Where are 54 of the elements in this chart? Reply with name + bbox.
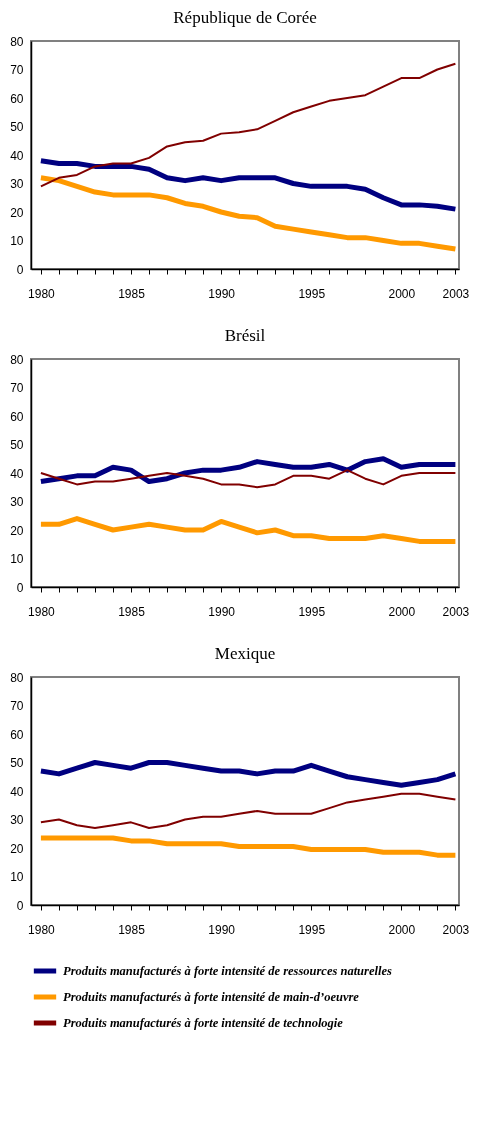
x-tick-label: 2000 [388, 604, 416, 619]
x-tick-label: 2003 [442, 286, 470, 301]
y-tick-label: 10 [10, 552, 24, 566]
y-tick-label: 70 [10, 63, 24, 77]
y-tick-label: 60 [10, 727, 24, 742]
y-tick-label: 10 [10, 234, 24, 248]
y-tick-label: 80 [10, 670, 24, 685]
x-tick-label: 2000 [388, 286, 416, 301]
y-tick-label: 0 [16, 580, 24, 595]
y-tick-label: 0 [16, 262, 24, 277]
y-tick-label: 20 [10, 205, 24, 220]
y-tick-label: 30 [10, 495, 24, 509]
line-series [39, 62, 457, 188]
y-tick-label: 30 [10, 177, 24, 191]
x-tick-label: 1980 [28, 286, 56, 301]
y-tick-label: 20 [10, 523, 24, 538]
y-tick-label: 40 [10, 466, 24, 481]
x-tick-label: 2003 [442, 922, 470, 937]
y-tick-label: 50 [10, 120, 24, 134]
chart-title: Brésil [224, 326, 266, 345]
x-tick-label: 1995 [298, 922, 326, 937]
y-tick-label: 50 [10, 438, 24, 452]
y-tick-label: 40 [10, 784, 24, 799]
y-tick-label: 50 [10, 756, 24, 770]
legend-label: Produits manufacturés à forte intensité de main-d’oeuvre [63, 990, 360, 1004]
y-tick-label: 70 [10, 699, 24, 713]
y-tick-label: 80 [10, 34, 24, 49]
y-tick-label: 60 [10, 409, 24, 424]
line-series [39, 469, 457, 489]
x-tick-label: 1985 [118, 286, 146, 301]
legend-label: Produits manufacturés à forte intensité de technologie [63, 1016, 344, 1030]
x-tick-label: 1980 [28, 604, 56, 619]
x-tick-label: 1990 [208, 604, 236, 619]
y-tick-label: 30 [10, 813, 24, 827]
x-tick-label: 1990 [208, 922, 236, 937]
x-tick-label: 1995 [298, 604, 326, 619]
x-tick-label: 1995 [298, 286, 326, 301]
x-tick-label: 1985 [118, 604, 146, 619]
x-tick-label: 2003 [442, 604, 470, 619]
y-tick-label: 0 [16, 898, 24, 913]
chart-title: République de Corée [173, 8, 317, 27]
y-tick-label: 70 [10, 381, 24, 395]
y-tick-label: 80 [10, 352, 24, 367]
y-tick-label: 20 [10, 841, 24, 856]
x-tick-label: 1990 [208, 286, 236, 301]
chart-title: Mexique [214, 644, 276, 663]
line-series [39, 792, 457, 830]
y-tick-label: 10 [10, 870, 24, 884]
x-tick-label: 1985 [118, 922, 146, 937]
y-tick-label: 60 [10, 91, 24, 106]
y-tick-label: 40 [10, 148, 24, 163]
x-tick-label: 2000 [388, 922, 416, 937]
x-tick-label: 1980 [28, 922, 56, 937]
legend-label: Produits manufacturés à forte intensité de ressources naturelles [63, 964, 392, 978]
